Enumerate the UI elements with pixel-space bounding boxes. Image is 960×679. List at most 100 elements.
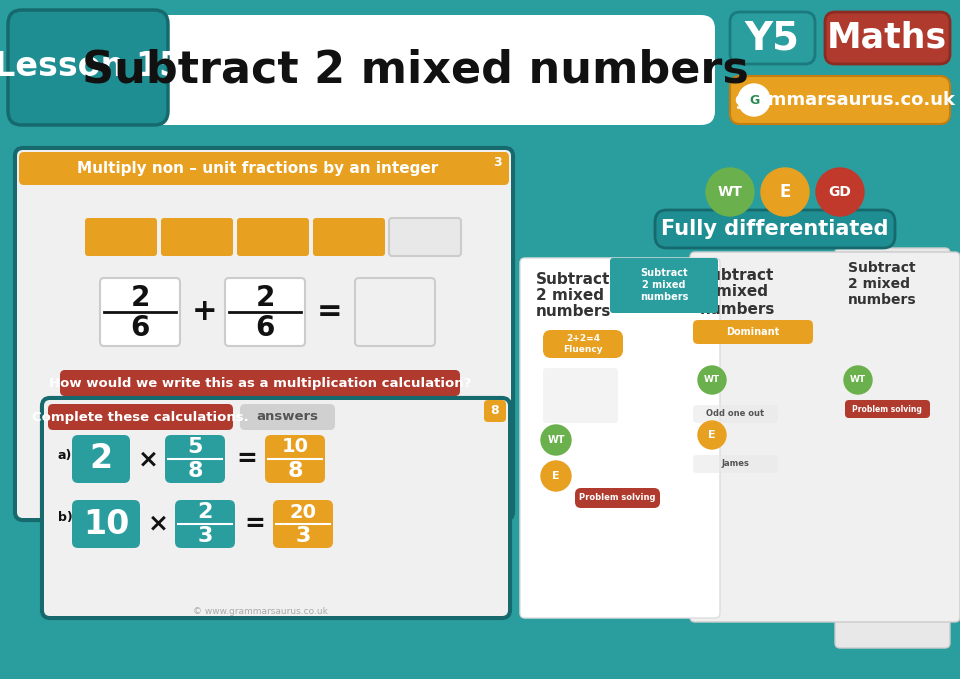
FancyBboxPatch shape [730, 76, 950, 124]
Text: Dominant: Dominant [727, 327, 780, 337]
Circle shape [698, 366, 726, 394]
FancyBboxPatch shape [355, 278, 435, 346]
Text: 20: 20 [290, 502, 317, 521]
Text: numbers: numbers [700, 301, 776, 316]
Text: b): b) [58, 511, 73, 524]
FancyBboxPatch shape [100, 278, 180, 346]
FancyBboxPatch shape [265, 435, 325, 483]
Circle shape [541, 461, 571, 491]
FancyBboxPatch shape [845, 400, 930, 418]
Text: 2 mixed: 2 mixed [536, 289, 604, 304]
Text: © www.grammarsaurus.co.uk: © www.grammarsaurus.co.uk [193, 608, 327, 617]
Text: 2: 2 [198, 502, 213, 522]
FancyBboxPatch shape [161, 218, 233, 256]
Text: Subtract: Subtract [700, 268, 775, 282]
Text: E: E [780, 183, 791, 201]
FancyBboxPatch shape [575, 488, 660, 508]
Text: WT: WT [704, 375, 720, 384]
FancyBboxPatch shape [486, 152, 508, 174]
Text: 3: 3 [492, 156, 501, 170]
Text: 6: 6 [255, 314, 275, 342]
FancyBboxPatch shape [44, 400, 508, 616]
Circle shape [844, 366, 872, 394]
FancyBboxPatch shape [273, 500, 333, 548]
Text: Subtract 2 mixed numbers: Subtract 2 mixed numbers [82, 48, 749, 92]
Text: ×: × [148, 512, 169, 536]
Circle shape [738, 84, 770, 116]
Text: Complete these calculations.: Complete these calculations. [32, 411, 249, 424]
FancyBboxPatch shape [240, 404, 335, 430]
Text: a): a) [58, 449, 72, 462]
FancyBboxPatch shape [8, 10, 168, 125]
FancyBboxPatch shape [730, 12, 815, 64]
Text: 2+2=4
Fluency: 2+2=4 Fluency [564, 334, 603, 354]
FancyBboxPatch shape [60, 370, 460, 396]
Text: numbers: numbers [536, 304, 612, 320]
FancyBboxPatch shape [15, 148, 513, 520]
Text: James: James [721, 460, 749, 469]
FancyBboxPatch shape [693, 405, 778, 423]
FancyBboxPatch shape [543, 368, 618, 423]
Text: 10: 10 [281, 437, 308, 456]
Text: How would we write this as a multiplication calculation?: How would we write this as a multiplicat… [49, 376, 471, 390]
Text: 2: 2 [89, 443, 112, 475]
Text: Y5: Y5 [745, 19, 800, 57]
Text: Fully differentiated: Fully differentiated [661, 219, 889, 239]
FancyBboxPatch shape [520, 258, 720, 618]
FancyBboxPatch shape [175, 500, 235, 548]
FancyBboxPatch shape [85, 218, 157, 256]
Text: G: G [749, 94, 759, 107]
FancyBboxPatch shape [825, 12, 950, 64]
Text: 8: 8 [491, 405, 499, 418]
FancyBboxPatch shape [690, 252, 960, 622]
Text: 5: 5 [187, 437, 203, 457]
FancyBboxPatch shape [835, 248, 950, 648]
Text: E: E [552, 471, 560, 481]
Text: E: E [708, 430, 716, 440]
FancyBboxPatch shape [42, 398, 510, 618]
Text: answers: answers [256, 411, 318, 424]
FancyBboxPatch shape [313, 218, 385, 256]
Text: numbers: numbers [848, 293, 917, 307]
FancyBboxPatch shape [165, 435, 225, 483]
Text: Multiply non – unit fractions by an integer: Multiply non – unit fractions by an inte… [78, 160, 439, 175]
Text: =: = [245, 512, 265, 536]
Text: Subtract
2 mixed
numbers: Subtract 2 mixed numbers [639, 268, 688, 301]
Circle shape [541, 425, 571, 455]
Circle shape [816, 168, 864, 216]
Text: Problem solving: Problem solving [852, 405, 922, 414]
Circle shape [706, 168, 754, 216]
FancyBboxPatch shape [543, 330, 623, 358]
Text: Problem solving: Problem solving [579, 494, 656, 502]
Circle shape [698, 421, 726, 449]
Text: +: + [192, 297, 218, 327]
Text: 6: 6 [131, 314, 150, 342]
Text: Lesson 15: Lesson 15 [0, 50, 182, 84]
Text: ×: × [137, 447, 158, 471]
FancyBboxPatch shape [72, 435, 130, 483]
Text: 8: 8 [187, 461, 203, 481]
Text: =: = [236, 447, 257, 471]
Text: 2: 2 [255, 284, 275, 312]
Circle shape [761, 168, 809, 216]
Text: 10: 10 [83, 507, 130, 540]
Text: 2 mixed: 2 mixed [700, 285, 768, 299]
FancyBboxPatch shape [389, 218, 461, 256]
FancyBboxPatch shape [610, 258, 718, 313]
Text: Subtract: Subtract [848, 261, 916, 275]
FancyBboxPatch shape [655, 210, 895, 248]
FancyBboxPatch shape [17, 150, 511, 518]
FancyBboxPatch shape [48, 404, 233, 430]
FancyBboxPatch shape [19, 152, 509, 185]
FancyBboxPatch shape [225, 278, 305, 346]
Text: 8: 8 [287, 461, 302, 481]
Text: grammarsaurus.co.uk: grammarsaurus.co.uk [734, 91, 955, 109]
FancyBboxPatch shape [237, 218, 309, 256]
FancyBboxPatch shape [693, 455, 778, 473]
FancyBboxPatch shape [120, 15, 715, 125]
Text: 2: 2 [131, 284, 150, 312]
Text: Subtract: Subtract [536, 272, 611, 287]
FancyBboxPatch shape [693, 320, 813, 344]
Text: WT: WT [717, 185, 742, 199]
Text: WT: WT [850, 375, 866, 384]
